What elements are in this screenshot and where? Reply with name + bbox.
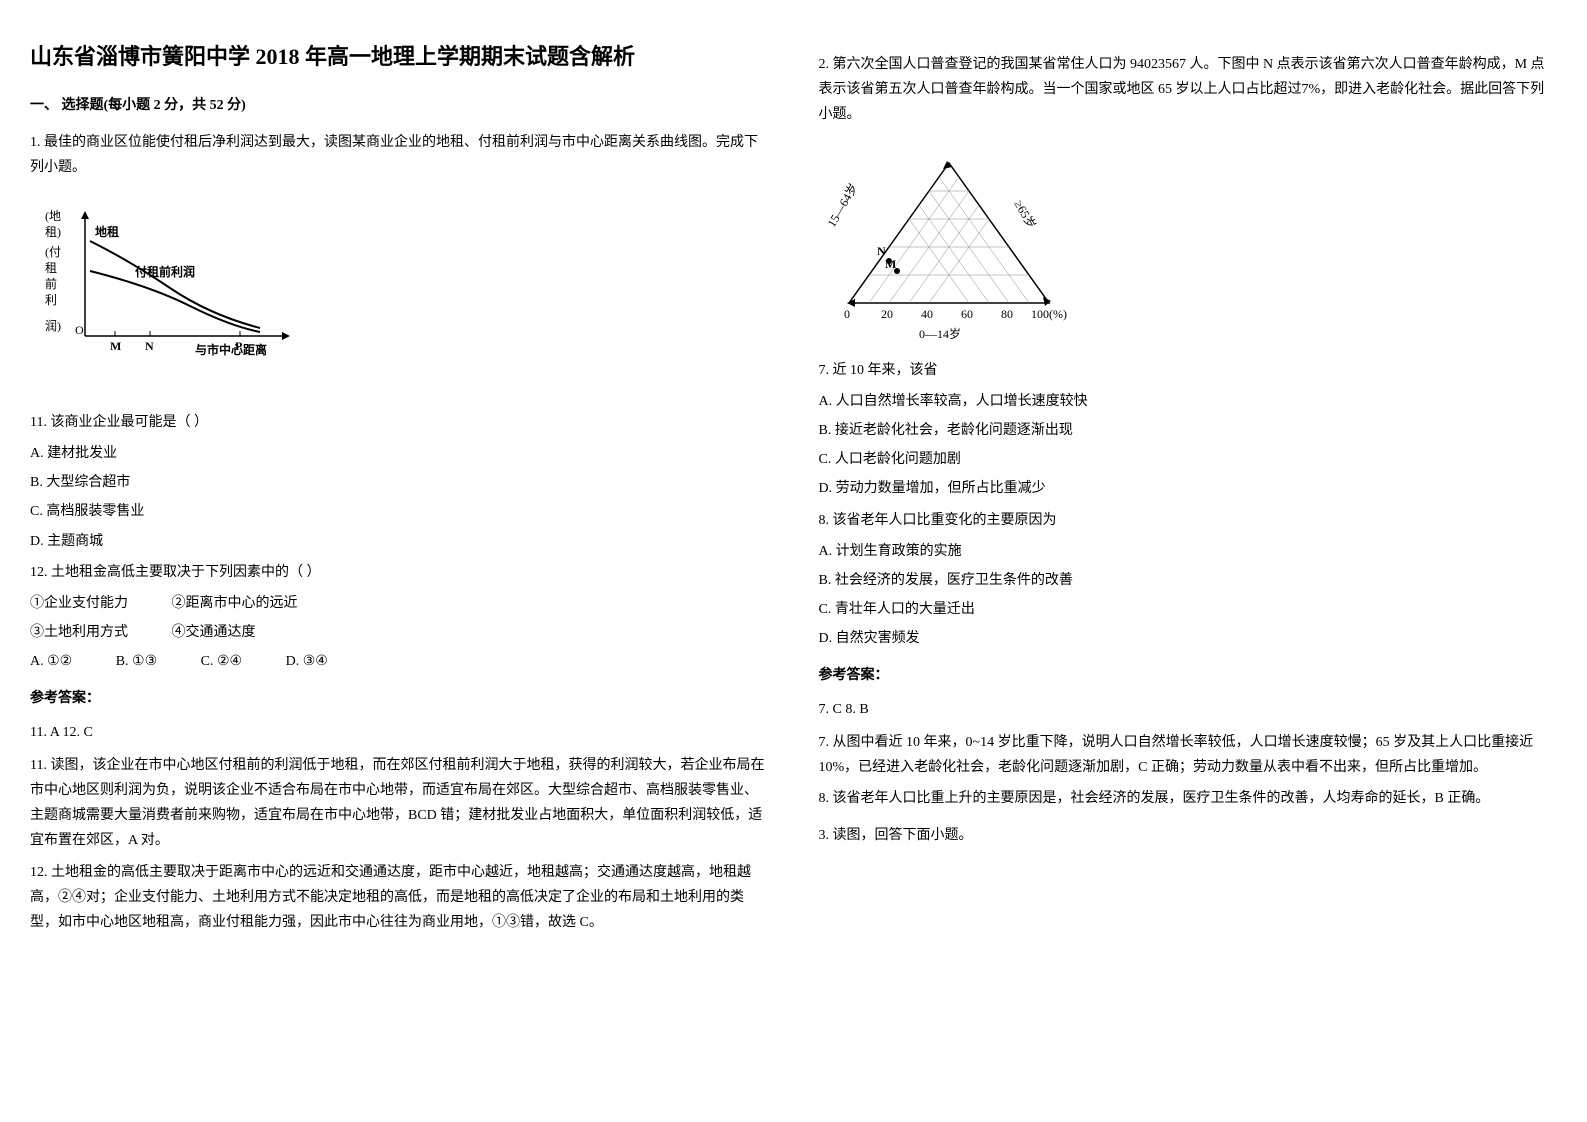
factor-4: ④交通通达度 <box>172 625 256 640</box>
tick-0: 0 <box>844 307 850 321</box>
section-header: 一、 选择题(每小题 2 分，共 52 分) <box>30 93 769 118</box>
q1-sub12: 12. 土地租金高低主要取决于下列因素中的（ ） <box>30 560 769 585</box>
document-title: 山东省淄博市簧阳中学 2018 年高一地理上学期期末试题含解析 <box>30 40 769 73</box>
profit-curve <box>90 271 260 332</box>
grid <box>869 177 959 303</box>
q2-sub7-d: D. 劳动力数量增加，但所占比重减少 <box>819 476 1558 501</box>
rent-curve <box>90 241 260 328</box>
q1-sub11-b: B. 大型综合超市 <box>30 470 769 495</box>
chart-y-label: 租 <box>45 261 57 275</box>
left-axis-label: 15—64岁 <box>823 180 860 229</box>
chart-y-label: (地 <box>45 209 61 223</box>
grid <box>939 177 1029 303</box>
commercial-chart: (地 租) (付 租 前 利 润) 地租 付租前利润 O M N P <box>30 196 769 395</box>
left-column: 山东省淄博市簧阳中学 2018 年高一地理上学期期末试题含解析 一、 选择题(每… <box>30 40 769 941</box>
q2-sub8-a: A. 计划生育政策的实施 <box>819 539 1558 564</box>
right-column: 2. 第六次全国人口普查登记的我国某省常住人口为 94023567 人。下图中 … <box>819 40 1558 941</box>
n-mark: N <box>145 339 154 353</box>
x-arrow <box>282 332 290 340</box>
point-n <box>886 258 892 264</box>
q2-answers: 7. C 8. B <box>819 697 1558 722</box>
tick-40: 40 <box>921 307 933 321</box>
q1-expl-11: 11. 读图，该企业在市中心地区付租前的利润低于地租，而在郊区付租前利润大于地租… <box>30 753 769 854</box>
q2-sub7-a: A. 人口自然增长率较高，人口增长速度较快 <box>819 389 1558 414</box>
q1-sub12-d: D. ③④ <box>286 654 328 669</box>
profit-label: 付租前利润 <box>135 264 195 279</box>
point-n-label: N <box>877 244 886 258</box>
q1-expl-12: 12. 土地租金的高低主要取决于距离市中心的远近和交通通达度，距市中心越近，地租… <box>30 860 769 936</box>
q2-sub8: 8. 该省老年人口比重变化的主要原因为 <box>819 508 1558 533</box>
document-container: 山东省淄博市簧阳中学 2018 年高一地理上学期期末试题含解析 一、 选择题(每… <box>30 40 1557 941</box>
chart-y-label: 前 <box>45 276 57 291</box>
q2-sub7: 7. 近 10 年来，该省 <box>819 358 1558 383</box>
q2-stem: 2. 第六次全国人口普查登记的我国某省常住人口为 94023567 人。下图中 … <box>819 52 1558 128</box>
y-arrow <box>81 211 89 219</box>
tick-80: 80 <box>1001 307 1013 321</box>
q2-sub7-b: B. 接近老龄化社会，老龄化问题逐渐出现 <box>819 418 1558 443</box>
q1-sub11: 11. 该商业企业最可能是（ ） <box>30 410 769 435</box>
q3-stem: 3. 读图，回答下面小题。 <box>819 823 1558 848</box>
origin-label: O <box>75 323 84 337</box>
triangle-chart: M N 15—64岁 ≥65岁 0—14岁 0 20 40 60 80 100(… <box>819 143 1079 343</box>
chart-y-label: 润) <box>45 319 61 333</box>
q1-sub11-a: A. 建材批发业 <box>30 441 769 466</box>
rent-label: 地租 <box>95 224 119 239</box>
factor-1: ①企业支付能力 <box>30 596 128 611</box>
q1-answer-label: 参考答案： <box>30 686 769 711</box>
factor-3: ③土地利用方式 <box>30 625 128 640</box>
q2-sub8-b: B. 社会经济的发展，医疗卫生条件的改善 <box>819 568 1558 593</box>
q2-expl-8: 8. 该省老年人口比重上升的主要原因是，社会经济的发展，医疗卫生条件的改善，人均… <box>819 786 1558 811</box>
q1-sub12-factors-row1: ①企业支付能力 ②距离市中心的远近 <box>30 591 769 616</box>
m-mark: M <box>110 339 121 353</box>
q1-sub11-c: C. 高档服装零售业 <box>30 499 769 524</box>
bottom-axis-label: 0—14岁 <box>919 326 961 341</box>
q2-sub8-c: C. 青壮年人口的大量迁出 <box>819 597 1558 622</box>
chart-y-label: 租) <box>45 225 61 239</box>
right-axis-label: ≥65岁 <box>1011 197 1039 231</box>
q1-sub12-a: A. ①② <box>30 654 72 669</box>
x-axis-label: 与市中心距离 <box>195 342 267 357</box>
triangle-outline <box>849 163 1049 303</box>
q1-sub12-b: B. ①③ <box>116 654 157 669</box>
q1-sub12-options: A. ①② B. ①③ C. ②④ D. ③④ <box>30 649 769 674</box>
grid <box>919 205 989 303</box>
q1-stem: 1. 最佳的商业区位能使付租后净利润达到最大，读图某商业企业的地租、付租前利润与… <box>30 130 769 180</box>
chart-y-label: (付 <box>45 245 61 259</box>
q1-sub12-factors-row2: ③土地利用方式 ④交通通达度 <box>30 620 769 645</box>
factor-2: ②距离市中心的远近 <box>172 596 298 611</box>
q1-answers: 11. A 12. C <box>30 720 769 745</box>
right-arrow <box>1043 297 1051 306</box>
grid <box>909 205 979 303</box>
tick-100: 100(%) <box>1031 307 1067 321</box>
q2-expl-7: 7. 从图中看近 10 年来，0~14 岁比重下降，说明人口自然增长率较低，人口… <box>819 730 1558 780</box>
q2-answer-label: 参考答案： <box>819 663 1558 688</box>
q2-sub8-d: D. 自然灾害频发 <box>819 626 1558 651</box>
q2-sub7-c: C. 人口老龄化问题加剧 <box>819 447 1558 472</box>
tick-60: 60 <box>961 307 973 321</box>
chart-y-label: 利 <box>45 293 57 307</box>
q1-sub11-d: D. 主题商城 <box>30 529 769 554</box>
q1-sub12-c: C. ②④ <box>201 654 242 669</box>
tick-20: 20 <box>881 307 893 321</box>
